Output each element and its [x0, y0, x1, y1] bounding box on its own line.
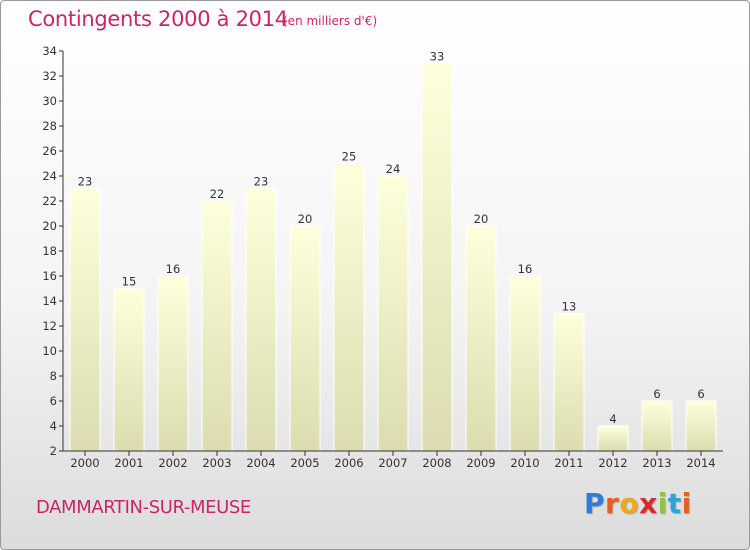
bar-2000 [69, 188, 101, 452]
x-tick-label-2002: 2002 [158, 456, 187, 470]
bar-2011 [553, 313, 585, 452]
x-tick-label-2004: 2004 [246, 456, 275, 470]
logo-letter: i [681, 487, 692, 520]
location-name: DAMMARTIN-SUR-MEUSE [36, 497, 251, 518]
y-tick-label-20: 20 [42, 219, 57, 233]
value-label-2003: 22 [210, 187, 225, 201]
bar-2008 [421, 63, 453, 452]
y-tick-label-22: 22 [42, 194, 57, 208]
value-label-2006: 25 [342, 150, 357, 164]
logo-letter: i [657, 487, 668, 520]
x-tick-label-2007: 2007 [378, 456, 407, 470]
value-label-2000: 23 [78, 175, 93, 189]
bar-2005 [289, 225, 321, 452]
x-tick-label-2008: 2008 [422, 456, 451, 470]
x-tick-label-2013: 2013 [642, 456, 671, 470]
x-tick-label-2009: 2009 [466, 456, 495, 470]
value-label-2007: 24 [386, 162, 401, 176]
value-label-2002: 16 [166, 262, 181, 276]
x-tick-label-2003: 2003 [202, 456, 231, 470]
value-label-2012: 4 [609, 412, 616, 426]
bar-2003 [201, 200, 233, 452]
value-label-2001: 15 [122, 275, 137, 289]
logo-letter: t [667, 487, 682, 520]
logo-letter: r [605, 487, 620, 520]
x-tick-label-2011: 2011 [554, 456, 583, 470]
bar-2001 [113, 288, 145, 452]
y-tick-label-10: 10 [42, 344, 57, 358]
proxiti-logo[interactable]: Proxiti [584, 487, 692, 520]
x-tick-label-2012: 2012 [598, 456, 627, 470]
bar-2010 [509, 275, 541, 452]
logo-letter: x [639, 487, 658, 520]
logo-letter: P [584, 487, 606, 520]
y-tick-label-6: 6 [50, 394, 57, 408]
y-tick-label-4: 4 [50, 419, 57, 433]
value-label-2010: 16 [518, 262, 533, 276]
bars-group: 23 15 16 22 23 20 25 24 33 20 16 13 4 6 6 [69, 50, 717, 452]
value-label-2005: 20 [298, 212, 313, 226]
x-tick-label-2005: 2005 [290, 456, 319, 470]
bar-2004 [245, 188, 277, 452]
logo-letter: o [619, 487, 640, 520]
y-tick-label-2: 2 [50, 444, 57, 458]
x-tick-label-2000: 2000 [70, 456, 99, 470]
x-tick-label-2006: 2006 [334, 456, 363, 470]
chart-subtitle: (en milliers d'€) [283, 14, 378, 28]
x-tick-label-2010: 2010 [510, 456, 539, 470]
bar-2007 [377, 175, 409, 452]
y-tick-label-24: 24 [42, 169, 57, 183]
bar-2014 [685, 400, 717, 452]
x-tick-label-2014: 2014 [686, 456, 715, 470]
bar-2009 [465, 225, 497, 452]
y-tick-label-12: 12 [42, 319, 57, 333]
bar-2006 [333, 163, 365, 452]
value-label-2008: 33 [430, 50, 445, 64]
value-label-2011: 13 [562, 300, 577, 314]
bar-2013 [641, 400, 673, 452]
y-tick-label-16: 16 [42, 269, 57, 283]
value-label-2013: 6 [653, 387, 660, 401]
y-tick-label-34: 34 [42, 44, 57, 58]
value-label-2014: 6 [697, 387, 704, 401]
y-tick-label-28: 28 [42, 119, 57, 133]
chart-title: Contingents 2000 à 2014 [28, 7, 288, 31]
x-tick-label-2001: 2001 [114, 456, 143, 470]
y-tick-label-32: 32 [42, 69, 57, 83]
value-label-2004: 23 [254, 175, 269, 189]
y-tick-label-30: 30 [42, 94, 57, 108]
axes-group: 2000 2001 2002 2003 2004 2005 2006 2007 2008 2009… [42, 44, 723, 470]
y-tick-label-14: 14 [42, 294, 57, 308]
y-tick-label-8: 8 [50, 369, 57, 383]
bar-2002 [157, 275, 189, 452]
y-tick-label-26: 26 [42, 144, 57, 158]
y-tick-label-18: 18 [42, 244, 57, 258]
bar-2012 [597, 425, 629, 452]
value-label-2009: 20 [474, 212, 489, 226]
